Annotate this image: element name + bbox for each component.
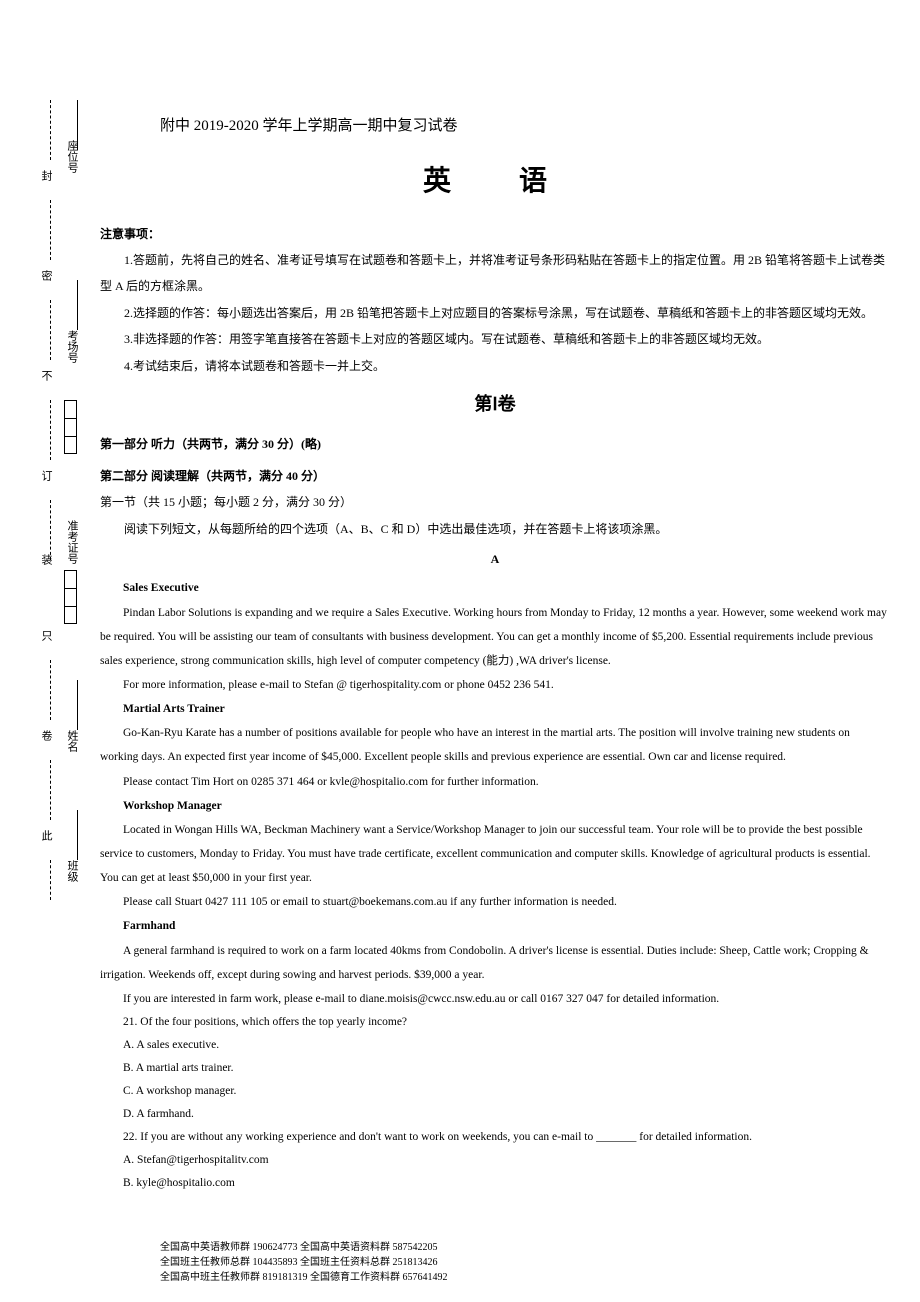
- option: D. A farmhand.: [100, 1103, 890, 1126]
- bind-char: 只: [38, 630, 54, 645]
- bind-char: 订: [38, 470, 54, 485]
- footer: 全国高中英语教师群 190624773 全国高中英语资料群 587542205 …: [160, 1240, 448, 1285]
- exam-title: 附中 2019-2020 学年上学期高一期中复习试卷: [160, 110, 890, 143]
- box-group: [64, 400, 77, 454]
- notice-heading: 注意事项：: [100, 221, 890, 247]
- passage-text: For more information, please e-mail to S…: [100, 673, 890, 697]
- box-group: [64, 570, 77, 624]
- notice-item: 4.考试结束后，请将本试题卷和答题卡一并上交。: [100, 353, 890, 379]
- subject-title: 英 语: [100, 151, 890, 213]
- footer-line: 全国高中班主任教师群 819181319 全国德育工作资料群 657641492: [160, 1270, 448, 1285]
- passage-text: A general farmhand is required to work o…: [100, 939, 890, 987]
- option: B. A martial arts trainer.: [100, 1057, 890, 1080]
- question-22: 22. If you are without any working exper…: [100, 1126, 890, 1149]
- footer-line: 全国班主任教师总群 104435893 全国班主任资料总群 251813426: [160, 1255, 448, 1270]
- main-content: 附中 2019-2020 学年上学期高一期中复习试卷 英 语 注意事项： 1.答…: [100, 110, 890, 1195]
- bind-char: 封: [38, 170, 54, 185]
- option: A. Stefan@tigerhospitalitv.com: [100, 1149, 890, 1172]
- passage-heading: Martial Arts Trainer: [100, 697, 890, 721]
- notice-item: 1.答题前，先将自己的姓名、准考证号填写在试题卷和答题卡上，并将准考证号条形码粘…: [100, 247, 890, 300]
- bind-label: 班级: [64, 860, 80, 882]
- passage-text: Please call Stuart 0427 111 105 or email…: [100, 890, 890, 914]
- bind-label: 准考证号: [64, 520, 80, 564]
- passage-text: If you are interested in farm work, plea…: [100, 987, 890, 1011]
- passage-text: Located in Wongan Hills WA, Beckman Mach…: [100, 818, 890, 890]
- option: B. kyle@hospitalio.com: [100, 1172, 890, 1195]
- volume-title: 第Ⅰ卷: [100, 385, 890, 425]
- part1-title: 第一部分 听力（共两节，满分 30 分）(略): [100, 431, 890, 457]
- notice-item: 2.选择题的作答：每小题选出答案后，用 2B 铅笔把答题卡上对应题目的答案标号涂…: [100, 300, 890, 326]
- bind-label: 姓名: [64, 730, 80, 752]
- instruction: 阅读下列短文，从每题所给的四个选项（A、B、C 和 D）中选出最佳选项，并在答题…: [100, 516, 890, 542]
- question-21: 21. Of the four positions, which offers …: [100, 1011, 890, 1034]
- part2-title: 第二部分 阅读理解（共两节，满分 40 分）: [100, 463, 890, 489]
- passage-heading: Sales Executive: [100, 576, 890, 600]
- bind-char: 卷: [38, 730, 54, 745]
- bind-char: 装: [38, 554, 54, 569]
- bind-label: 考场号: [64, 330, 80, 363]
- option: A. A sales executive.: [100, 1034, 890, 1057]
- passage-label-a: A: [100, 546, 890, 572]
- notice-item: 3.非选择题的作答：用签字笔直接答在答题卡上对应的答题区域内。写在试题卷、草稿纸…: [100, 326, 890, 352]
- passage-heading: Farmhand: [100, 914, 890, 938]
- binding-strip: 封 座位号 密 不 考场号 订 装 准考证号 只 卷 姓名 此 班级: [20, 100, 80, 900]
- footer-line: 全国高中英语教师群 190624773 全国高中英语资料群 587542205: [160, 1240, 448, 1255]
- passage-text: Pindan Labor Solutions is expanding and …: [100, 601, 890, 673]
- passage-text: Go-Kan-Ryu Karate has a number of positi…: [100, 721, 890, 769]
- option: C. A workshop manager.: [100, 1080, 890, 1103]
- section1-title: 第一节（共 15 小题；每小题 2 分，满分 30 分）: [100, 489, 890, 515]
- passage-heading: Workshop Manager: [100, 794, 890, 818]
- passage-text: Please contact Tim Hort on 0285 371 464 …: [100, 770, 890, 794]
- bind-char: 不: [38, 370, 54, 385]
- bind-char: 密: [38, 270, 54, 285]
- bind-char: 此: [38, 830, 54, 845]
